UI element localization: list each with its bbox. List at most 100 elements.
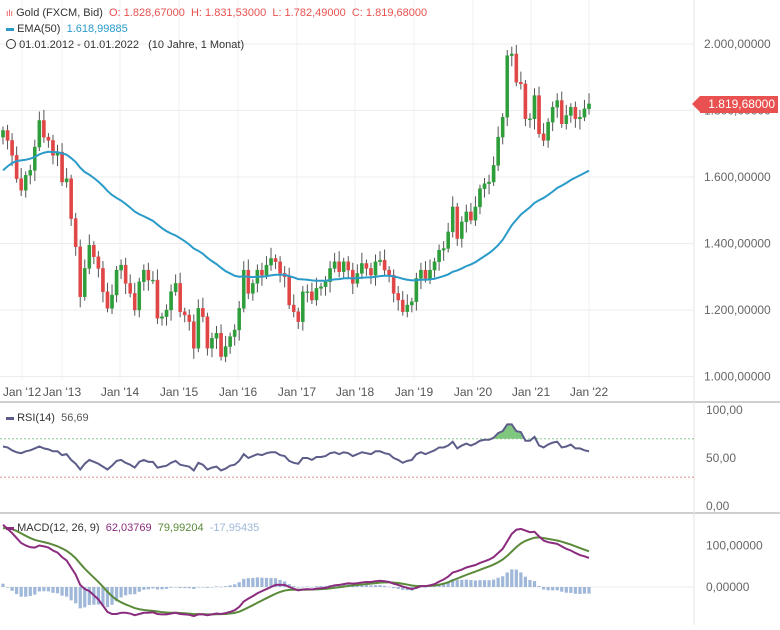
- macd-histogram-bar: [128, 587, 132, 595]
- range-legend: 01.01.2012 - 01.01.2022 (10 Jahre, 1 Mon…: [6, 38, 244, 52]
- candle-body: [251, 283, 255, 294]
- price-legend: ılı Gold (FXCM, Bid) O: 1.828,67000 H: 1…: [6, 6, 427, 20]
- macd-histogram-bar: [478, 580, 482, 587]
- instrument-name: Gold (FXCM, Bid): [16, 7, 103, 19]
- price-tick-label: 1.200,00000: [704, 303, 771, 317]
- candle-body: [241, 269, 246, 309]
- candle-body: [541, 133, 546, 141]
- candle-body: [423, 269, 428, 279]
- macd-histogram-bar: [78, 587, 82, 609]
- macd-histogram-bar: [578, 587, 582, 595]
- macd-histogram-bar: [555, 587, 559, 591]
- candle-body: [387, 269, 391, 276]
- rsi-value: 56,69: [61, 412, 89, 424]
- candle-body: [196, 308, 201, 349]
- candle-body: [237, 308, 242, 331]
- macd-histogram-bar: [74, 587, 78, 604]
- candle-body: [291, 304, 296, 312]
- macd-histogram-bar: [146, 587, 150, 590]
- macd-histogram-bar: [119, 587, 123, 598]
- candle-body: [82, 268, 87, 297]
- rsi-legend: RSI(14) 56,69: [6, 411, 89, 425]
- macd-histogram-bar: [1, 583, 5, 587]
- macd-histogram-bar: [164, 587, 169, 589]
- last-price-tag: 1.819,68000: [692, 96, 778, 113]
- candle-body: [419, 269, 423, 279]
- range-detail: (10 Jahre, 1 Monat): [148, 39, 245, 51]
- candle-body: [10, 140, 14, 156]
- time-tick-label: Jan '14: [101, 385, 140, 399]
- candle-body: [142, 269, 146, 282]
- signal-value: 79,99204: [157, 522, 204, 534]
- macd-histogram-bar: [582, 587, 587, 594]
- macd-histogram-bar: [37, 587, 41, 592]
- candle-body: [264, 264, 269, 276]
- candle-body: [532, 95, 537, 120]
- macd-histogram-bar: [514, 569, 518, 587]
- macd-histogram-bar: [573, 587, 577, 594]
- time-tick-label: Jan '19: [395, 385, 434, 399]
- ema-line: [2, 150, 590, 282]
- low-value: L: 1.782,49000: [272, 7, 346, 19]
- candle-body: [96, 256, 101, 269]
- time-tick-label: Jan '22: [570, 385, 609, 399]
- macd-histogram-bar: [501, 576, 505, 587]
- candle-body: [350, 269, 355, 284]
- macd-legend: MACD(12, 26, 9) 62,03769 79,99204 -17,95…: [6, 521, 259, 535]
- ema-line-icon: [6, 27, 14, 31]
- macd-histogram-bar: [24, 587, 28, 597]
- price-tick-label: 1.400,00000: [704, 237, 771, 251]
- macd-histogram-bar: [387, 586, 391, 588]
- macd-tick-label: 0,00000: [706, 580, 750, 594]
- macd-histogram-bar: [64, 587, 69, 597]
- candle-body: [23, 175, 28, 191]
- macd-histogram-bar: [523, 576, 528, 587]
- candle-body: [587, 103, 591, 110]
- macd-histogram-bar: [174, 586, 178, 588]
- candle-body: [173, 283, 178, 292]
- macd-histogram-bar: [355, 585, 359, 587]
- candle-body: [546, 121, 550, 141]
- macd-histogram-bar: [273, 578, 278, 587]
- macd-histogram-bar: [487, 580, 491, 587]
- candle-body: [460, 221, 464, 239]
- macd-histogram-bar: [551, 587, 555, 591]
- candle-body: [437, 249, 441, 262]
- macd-histogram-bar: [496, 577, 500, 587]
- candle-body: [28, 170, 33, 176]
- time-tick-label: Jan '20: [454, 385, 493, 399]
- candle-body: [373, 261, 378, 276]
- candle-body: [341, 261, 346, 272]
- candle-body: [5, 130, 10, 141]
- candle-body: [537, 95, 541, 134]
- macd-histogram-bar: [541, 587, 546, 590]
- candle-body: [73, 218, 78, 248]
- macd-histogram-bar: [69, 587, 73, 601]
- time-tick-label: Jan '15: [160, 385, 199, 399]
- hist-value: -17,95435: [209, 522, 260, 534]
- candle-body: [110, 294, 114, 309]
- macd-histogram-bar: [423, 587, 428, 588]
- macd-histogram-bar: [382, 585, 387, 587]
- macd-histogram-bar: [237, 582, 241, 587]
- macd-histogram-bar: [564, 587, 568, 593]
- candle-body: [528, 118, 532, 121]
- macd-histogram-bar: [451, 579, 455, 587]
- candle-body: [478, 188, 482, 208]
- candle-body: [69, 178, 73, 219]
- clock-icon: [6, 39, 16, 49]
- candle-body: [410, 301, 414, 306]
- macd-line: [2, 524, 590, 618]
- candle-body: [564, 115, 569, 125]
- candle-body: [46, 136, 51, 141]
- candle-body: [432, 261, 437, 271]
- candle-body: [232, 329, 237, 337]
- macd-histogram-bar: [124, 587, 128, 596]
- macd-histogram-bar: [133, 587, 137, 595]
- candle-body: [332, 261, 337, 269]
- candle-body: [14, 155, 19, 179]
- macd-histogram-bar: [560, 587, 564, 592]
- candle-body: [178, 283, 182, 312]
- candle-body: [273, 258, 278, 262]
